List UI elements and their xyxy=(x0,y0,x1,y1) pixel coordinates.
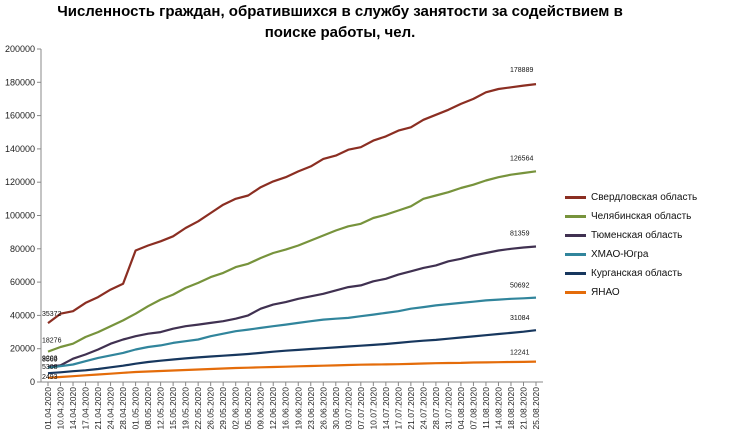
x-tick-label: 19.06.2020 xyxy=(293,387,303,430)
series-line xyxy=(47,83,537,324)
data-labels: 35372 178889 18276 126564 9203 81359 8569 50692… xyxy=(42,67,533,381)
x-tick-label: 01.05.2020 xyxy=(131,387,141,430)
y-tick-label: 120000 xyxy=(5,177,35,187)
legend-label: ХМАО-Югра xyxy=(591,249,649,260)
y-tick-label: 80000 xyxy=(10,244,35,254)
legend-label: ЯНАО xyxy=(591,287,620,298)
legend-item: Курганская область xyxy=(565,264,730,283)
first-value-label: 9203 xyxy=(42,356,58,363)
x-tick-label: 22.05.2020 xyxy=(193,387,203,430)
x-tick-label: 12.06.2020 xyxy=(268,387,278,430)
x-tick-label: 24.07.2020 xyxy=(418,387,428,430)
y-tick-label: 200000 xyxy=(5,44,35,54)
x-tick-label: 31.07.2020 xyxy=(443,387,453,430)
x-tick-label: 08.05.2020 xyxy=(143,387,153,430)
legend-item: ХМАО-Югра xyxy=(565,245,730,264)
y-axis-ticks: 0 20000 40000 60000 80000 100000 120000 140000 1… xyxy=(5,44,41,387)
x-tick-label: 26.06.2020 xyxy=(318,387,328,430)
legend-label: Курганская область xyxy=(591,268,683,279)
legend-label: Тюменская область xyxy=(591,230,683,241)
x-tick-label: 09.06.2020 xyxy=(256,387,266,430)
y-tick-label: 180000 xyxy=(5,77,35,87)
x-tick-label: 17.07.2020 xyxy=(393,387,403,430)
x-tick-label: 14.08.2020 xyxy=(493,387,503,430)
legend-swatch xyxy=(565,215,586,218)
chart-title-line-2: поиске работы, чел. xyxy=(264,24,416,41)
first-value-label: 2493 xyxy=(42,374,58,381)
x-tick-label: 05.06.2020 xyxy=(243,387,253,430)
series-line xyxy=(47,170,537,353)
x-tick-label: 25.08.2020 xyxy=(531,387,541,430)
y-tick-label: 0 xyxy=(30,377,35,387)
legend-item: Свердловская область xyxy=(565,188,730,207)
legend-swatch xyxy=(565,234,586,237)
series-lines xyxy=(47,83,537,379)
y-tick-label: 20000 xyxy=(10,344,35,354)
y-tick-label: 100000 xyxy=(5,211,35,221)
x-tick-label: 29.05.2020 xyxy=(218,387,228,430)
last-value-label: 126564 xyxy=(510,155,533,162)
first-value-label: 18276 xyxy=(42,338,62,345)
chart-title: Численность граждан, обратившихся в служ… xyxy=(40,1,640,43)
last-value-label: 178889 xyxy=(510,67,533,74)
last-value-label: 50692 xyxy=(510,283,530,290)
x-tick-label: 04.08.2020 xyxy=(456,387,466,430)
x-tick-label: 23.06.2020 xyxy=(306,387,316,430)
legend-item: Челябинская область xyxy=(565,207,730,226)
chart-axes xyxy=(40,49,543,383)
x-tick-label: 14.07.2020 xyxy=(381,387,391,430)
x-tick-label: 11.08.2020 xyxy=(481,387,491,429)
x-tick-label: 14.04.2020 xyxy=(68,387,78,430)
x-tick-label: 19.05.2020 xyxy=(181,387,191,430)
x-tick-label: 21.04.2020 xyxy=(93,387,103,430)
x-tick-label: 03.07.2020 xyxy=(343,387,353,430)
first-value-label: 35372 xyxy=(42,311,62,318)
last-value-label: 31084 xyxy=(510,315,530,322)
last-value-label: 12241 xyxy=(510,350,530,357)
legend-swatch xyxy=(565,196,586,199)
series-line xyxy=(47,329,537,375)
y-tick-label: 160000 xyxy=(5,111,35,121)
legend-item: Тюменская область xyxy=(565,226,730,245)
x-tick-label: 07.08.2020 xyxy=(468,387,478,430)
chart-title-line-1: Численность граждан, обратившихся в служ… xyxy=(57,3,623,20)
legend-item: ЯНАО xyxy=(565,283,730,302)
first-value-label: 8569 xyxy=(42,357,58,364)
last-value-label: 81359 xyxy=(510,231,530,238)
x-tick-label: 10.04.2020 xyxy=(56,387,66,430)
x-tick-label: 02.06.2020 xyxy=(231,387,241,430)
x-tick-label: 17.04.2020 xyxy=(81,387,91,430)
legend-label: Челябинская область xyxy=(591,211,692,222)
series-line xyxy=(47,360,537,379)
x-tick-label: 07.07.2020 xyxy=(356,387,366,430)
x-tick-label: 16.06.2020 xyxy=(281,387,291,430)
x-tick-label: 18.08.2020 xyxy=(506,387,516,430)
y-tick-label: 60000 xyxy=(10,277,35,287)
x-tick-label: 10.07.2020 xyxy=(368,387,378,430)
x-tick-label: 21.07.2020 xyxy=(406,387,416,430)
x-tick-label: 24.04.2020 xyxy=(106,387,116,430)
first-value-label: 5308 xyxy=(42,364,58,371)
legend-swatch xyxy=(565,253,586,256)
x-axis-ticks: 01.04.2020 10.04.2020 14.04.2020 17.04.2020… xyxy=(43,382,541,430)
x-tick-label: 12.05.2020 xyxy=(156,387,166,430)
x-tick-label: 28.07.2020 xyxy=(431,387,441,430)
x-tick-label: 21.08.2020 xyxy=(518,387,528,430)
y-tick-label: 140000 xyxy=(5,144,35,154)
legend-swatch xyxy=(565,291,586,294)
chart-legend: Свердловская область Челябинская область Т… xyxy=(565,188,730,302)
x-tick-label: 30.06.2020 xyxy=(331,387,341,430)
series-line xyxy=(47,296,537,369)
legend-swatch xyxy=(565,272,586,275)
x-tick-label: 15.05.2020 xyxy=(168,387,178,430)
series-line xyxy=(47,245,537,368)
x-tick-label: 26.05.2020 xyxy=(206,387,216,430)
legend-label: Свердловская область xyxy=(591,192,698,203)
y-tick-label: 40000 xyxy=(10,310,35,320)
x-tick-label: 28.04.2020 xyxy=(118,387,128,430)
x-tick-label: 01.04.2020 xyxy=(43,387,53,430)
